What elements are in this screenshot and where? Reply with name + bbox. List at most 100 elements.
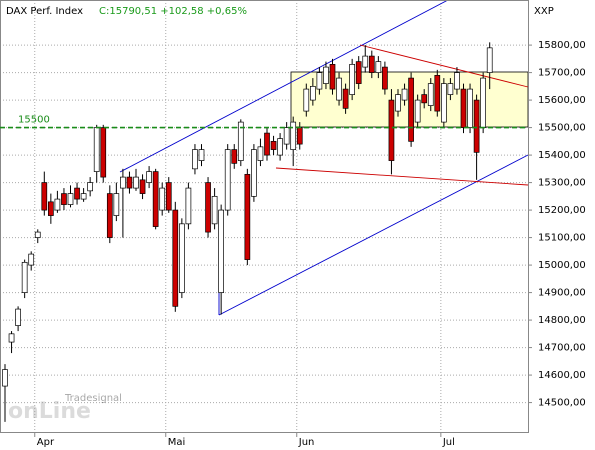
chart-title: DAX Perf. Index xyxy=(6,6,83,17)
candle-body xyxy=(67,193,74,205)
candle-body xyxy=(113,193,120,216)
candle-body xyxy=(146,171,152,183)
candle-body xyxy=(257,146,264,161)
y-tick-label: 14700,00 xyxy=(538,343,586,354)
candle-body xyxy=(231,149,238,164)
candle-body xyxy=(80,193,87,200)
candle-body xyxy=(2,369,8,387)
channel-top xyxy=(119,0,449,173)
candle-body xyxy=(323,66,329,84)
candle-body xyxy=(41,182,48,211)
candle-body xyxy=(310,85,316,101)
x-tick-label: Mai xyxy=(168,437,186,448)
candle-body xyxy=(421,94,428,104)
candle-body xyxy=(198,149,205,161)
y-tick-label: 15500,00 xyxy=(538,123,586,134)
y-tick-label: 15200,00 xyxy=(538,205,586,216)
candle-body xyxy=(454,72,460,90)
candle-body xyxy=(480,77,486,128)
candle-body xyxy=(152,171,159,227)
candle-body xyxy=(467,88,473,128)
candle-body xyxy=(211,195,218,225)
candle-body xyxy=(447,83,454,95)
candle-body xyxy=(408,77,414,142)
candle-body xyxy=(355,61,362,84)
candle-body xyxy=(172,209,179,307)
candle-body xyxy=(21,261,28,293)
candle-body xyxy=(486,47,493,73)
candle-body xyxy=(368,55,375,73)
candle-body xyxy=(185,187,192,225)
candle-body xyxy=(264,132,270,156)
annotation-label: 15500 xyxy=(18,115,50,126)
candle-body xyxy=(362,55,369,68)
candle-body xyxy=(473,99,480,153)
y-tick-label: 15800,00 xyxy=(538,40,586,51)
candle-body xyxy=(375,61,382,73)
y-tick-label: 14900,00 xyxy=(538,288,586,299)
x-tick-label: Jun xyxy=(298,437,315,448)
y-tick-label: 14600,00 xyxy=(538,370,586,381)
watermark: Tradesignal onLine xyxy=(8,393,122,424)
candle-body xyxy=(106,193,113,238)
candle-body xyxy=(237,121,244,161)
candle-body xyxy=(270,140,277,150)
y-tick-label: 15700,00 xyxy=(538,68,586,79)
candle-body xyxy=(205,182,211,233)
candle-body xyxy=(192,149,198,170)
y-tick-label: 15600,00 xyxy=(538,95,586,106)
candle-body xyxy=(434,74,441,112)
watermark-large: onLine xyxy=(8,399,91,424)
candle-body xyxy=(296,127,303,145)
candle-body xyxy=(349,63,355,95)
candle-body xyxy=(303,88,310,112)
candle-body xyxy=(93,127,100,172)
candle-body xyxy=(126,176,133,189)
candle-body xyxy=(47,201,54,216)
candle-body xyxy=(427,83,434,106)
candle-body xyxy=(283,127,290,145)
wedge-top xyxy=(359,44,529,88)
candle-body xyxy=(401,88,408,101)
candle-body xyxy=(61,193,67,205)
candle-body xyxy=(8,333,15,343)
candle-body xyxy=(100,127,107,178)
y-tick-label: 14800,00 xyxy=(538,315,586,326)
candle-body xyxy=(382,66,388,90)
candle-body xyxy=(251,149,257,197)
candle-body xyxy=(54,198,61,211)
candle-body xyxy=(336,77,342,101)
candle-body xyxy=(34,231,41,238)
candle-body xyxy=(159,187,166,211)
plot-frame xyxy=(0,0,529,433)
candle-body xyxy=(139,179,146,194)
candle-body xyxy=(277,138,283,156)
candle-body xyxy=(342,88,349,109)
candle-body xyxy=(179,223,185,293)
candle-body xyxy=(316,72,323,90)
x-tick-label: Apr xyxy=(37,437,55,448)
candle-body xyxy=(120,176,126,189)
candle-body xyxy=(290,121,297,150)
candle-body xyxy=(441,83,447,123)
candle-body xyxy=(87,182,94,192)
candle-body xyxy=(244,173,251,260)
y-tick-label: 15000,00 xyxy=(538,260,586,271)
candle-body xyxy=(395,94,401,112)
candle-body xyxy=(165,182,172,211)
candle-body xyxy=(74,187,80,200)
candle-body xyxy=(218,209,224,293)
candle-body xyxy=(15,308,21,326)
candle-body xyxy=(329,63,336,90)
y-tick-label: 15400,00 xyxy=(538,150,586,161)
candles xyxy=(2,42,493,422)
axis-label: XXP xyxy=(534,6,554,17)
chart-subtitle: C:15790,51 +102,58 +0,65% xyxy=(99,6,247,17)
y-tick-label: 14500,00 xyxy=(538,398,586,409)
candle-body xyxy=(133,176,139,189)
candle-body xyxy=(414,99,421,123)
candle-body xyxy=(460,88,467,128)
y-tick-label: 15300,00 xyxy=(538,178,586,189)
watermark-small: Tradesignal xyxy=(64,393,122,404)
